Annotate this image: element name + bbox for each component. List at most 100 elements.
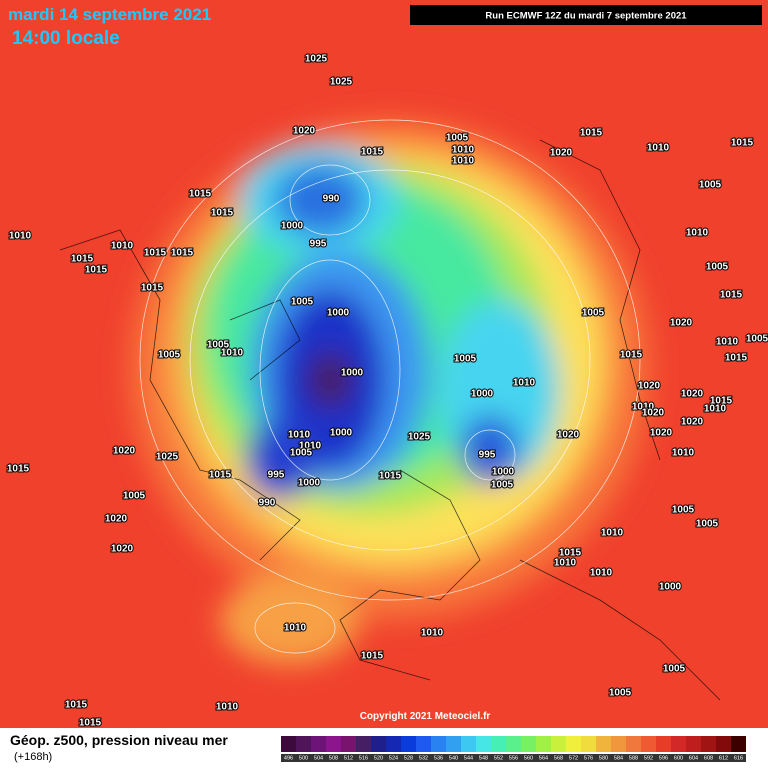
colorbar-label: 568	[554, 755, 563, 761]
colorbar-label-bg	[401, 754, 416, 762]
colorbar-label: 564	[539, 755, 548, 761]
isobar-label: 1010	[704, 404, 727, 415]
colorbar-swatch	[506, 736, 521, 752]
isobar-label: 995	[268, 470, 285, 481]
isobar-label: 990	[323, 194, 340, 205]
colorbar-swatch	[671, 736, 686, 752]
isobar-label: 1015	[361, 147, 384, 158]
colorbar-label: 548	[479, 755, 488, 761]
colorbar-swatch	[551, 736, 566, 752]
isobar-label: 1015	[189, 189, 212, 200]
isobar-label: 1015	[725, 353, 748, 364]
colorbar-swatch	[311, 736, 326, 752]
isobar-label: 1005	[290, 448, 313, 459]
colorbar-label-bg	[356, 754, 371, 762]
colorbar-label: 540	[449, 755, 458, 761]
run-info: Run ECMWF 12Z du mardi 7 septembre 2021	[485, 11, 687, 22]
isobar-label: 1015	[209, 470, 232, 481]
colorbar-label-bg	[521, 754, 536, 762]
colorbar-swatch	[656, 736, 671, 752]
colorbar-swatch	[401, 736, 416, 752]
colorbar-swatch	[716, 736, 731, 752]
colorbar-label-bg	[461, 754, 476, 762]
colorbar-swatch	[611, 736, 626, 752]
isobar-label: 1005	[663, 664, 686, 675]
colorbar-swatch	[626, 736, 641, 752]
colorbar-label: 556	[509, 755, 518, 761]
colorbar-label-bg	[596, 754, 611, 762]
isobar-label: 1005	[158, 350, 181, 361]
isobar-label: 1010	[554, 558, 577, 569]
colorbar-label-bg	[296, 754, 311, 762]
isobar-label: 1010	[221, 348, 244, 359]
isobar-label: 1010	[632, 402, 655, 413]
colorbar-label: 524	[389, 755, 398, 761]
isobar-label: 1000	[327, 308, 350, 319]
colorbar-swatch	[536, 736, 551, 752]
isobar-label: 1015	[720, 290, 743, 301]
isobar-label: 1005	[672, 505, 695, 516]
colorbar-swatch	[356, 736, 371, 752]
colorbar-swatch	[686, 736, 701, 752]
map-date: mardi 14 septembre 2021	[8, 5, 211, 24]
colorbar-swatch	[521, 736, 536, 752]
isobar-label: 1015	[379, 471, 402, 482]
colorbar-label: 608	[704, 755, 713, 761]
colorbar-swatch	[326, 736, 341, 752]
colorbar-label: 560	[524, 755, 533, 761]
colorbar-label: 616	[734, 755, 743, 761]
isobar-label: 1020	[650, 428, 673, 439]
colorbar-label: 520	[374, 755, 383, 761]
isobar-label: 1010	[299, 441, 322, 452]
colorbar-label-bg	[536, 754, 551, 762]
colorbar-label-bg	[326, 754, 341, 762]
colorbar-swatch	[641, 736, 656, 752]
isobar-label: 995	[310, 239, 327, 250]
colorbar-label-bg	[686, 754, 701, 762]
isobar-label: 1010	[716, 337, 739, 348]
colorbar-label-bg	[581, 754, 596, 762]
isobar-label: 990	[259, 498, 276, 509]
isobar-label: 1020	[111, 544, 134, 555]
isobar-label: 1010	[647, 143, 670, 154]
geopotential-field	[0, 0, 768, 728]
isobar-label: 1025	[330, 77, 353, 88]
isobar-label: 1005	[207, 340, 230, 351]
colorbar-label: 592	[644, 755, 653, 761]
colorbar-label: 508	[329, 755, 338, 761]
colorbar-label-bg	[671, 754, 686, 762]
colorbar-label: 528	[404, 755, 413, 761]
colorbar-label: 500	[299, 755, 308, 761]
isobar-label: 1010	[672, 448, 695, 459]
colorbar-swatch	[566, 736, 581, 752]
isobar-label: 1025	[408, 432, 431, 443]
isobar-label: 1020	[642, 408, 665, 419]
colorbar-label-bg	[371, 754, 386, 762]
colorbar-label: 600	[674, 755, 683, 761]
isobar-label: 1010	[421, 628, 444, 639]
colorbar-label: 512	[344, 755, 353, 761]
isobar-label: 1020	[293, 126, 316, 137]
colorbar-label: 584	[614, 755, 623, 761]
colorbar-label: 576	[584, 755, 593, 761]
isobar-label: 1005	[582, 308, 605, 319]
isobar-label: 1005	[123, 491, 146, 502]
copyright: Copyright 2021 Meteociel.fr	[360, 711, 491, 722]
colorbar-label: 552	[494, 755, 503, 761]
colorbar-swatch	[341, 736, 356, 752]
isobar-label: 1010	[601, 528, 624, 539]
colorbar-swatch	[431, 736, 446, 752]
colorbar-swatch	[371, 736, 386, 752]
isobar-label: 1020	[681, 389, 704, 400]
colorbar-label-bg	[491, 754, 506, 762]
isobar-label: 1010	[513, 378, 536, 389]
isobar-label: 1000	[281, 221, 304, 232]
isobar-label: 1020	[638, 381, 661, 392]
colorbar-label: 604	[689, 755, 698, 761]
isobar-label: 1020	[550, 148, 573, 159]
isobar-label: 1005	[454, 354, 477, 365]
colorbar-label-bg	[701, 754, 716, 762]
isobar-label: 1015	[580, 128, 603, 139]
